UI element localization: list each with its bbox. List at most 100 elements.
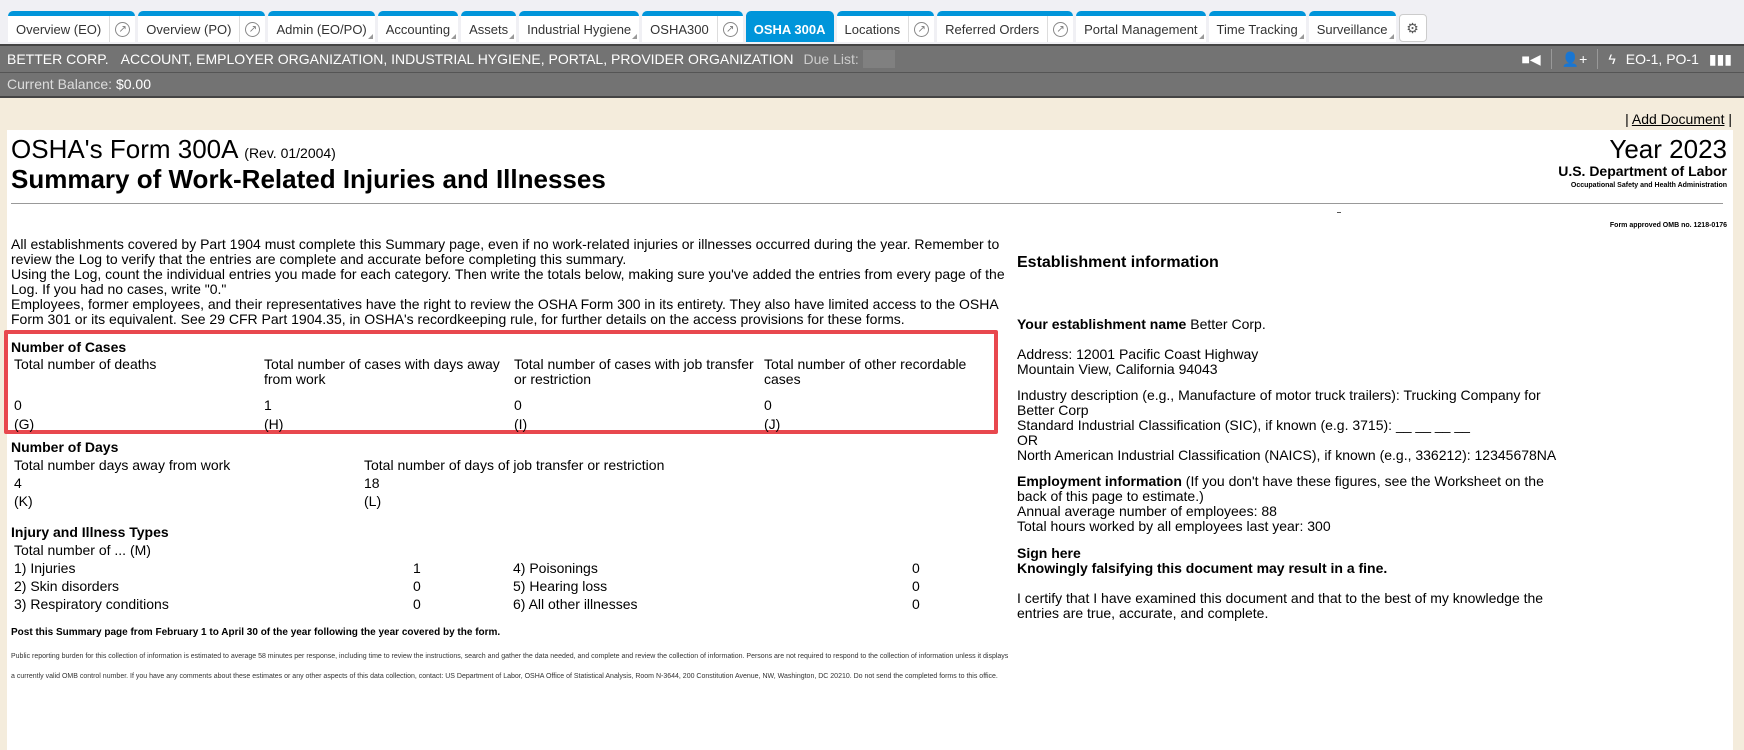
dash bbox=[1337, 212, 1341, 213]
tab-osha-300a[interactable]: OSHA 300A bbox=[745, 11, 834, 42]
omb-number: Form approved OMB no. 1218-0176 bbox=[1609, 222, 1727, 229]
org-ids[interactable]: EO-1, PO-1 bbox=[1625, 51, 1699, 67]
tab-bar: Overview (EO) ↗ Overview (PO) ↗ Admin (EO/PO… bbox=[0, 5, 1744, 44]
video-icon[interactable]: ■◀ bbox=[1521, 50, 1541, 67]
cases-value: 0 bbox=[14, 397, 22, 413]
tab-overview-eo-[interactable]: Overview (EO) ↗ bbox=[8, 11, 136, 42]
form-300a: OSHA's Form 300A (Rev. 01/2004) Summary … bbox=[4, 130, 1733, 750]
dropdown-caret-icon[interactable] bbox=[1298, 34, 1304, 39]
tab-admin-eo-po-[interactable]: Admin (EO/PO) bbox=[268, 11, 375, 42]
dropdown-caret-icon[interactable] bbox=[632, 34, 638, 39]
type-label: 6) All other illnesses bbox=[513, 596, 638, 612]
intro-p1: All establishments covered by Part 1904 … bbox=[11, 236, 1000, 267]
name-value: Better Corp. bbox=[1190, 316, 1266, 332]
cases-label: Total number of other recordable cases bbox=[764, 356, 967, 387]
type-label: 2) Skin disorders bbox=[14, 578, 120, 594]
avg-employees: Annual average number of employees: 88 bbox=[1017, 503, 1277, 519]
add-document-link[interactable]: Add Document bbox=[1631, 111, 1725, 127]
cases-code: (I) bbox=[514, 416, 528, 432]
balance-label: Current Balance: bbox=[7, 76, 113, 92]
settings-gears-icon[interactable]: ⚙ bbox=[1398, 14, 1427, 42]
intro-p3: Employees, former employees, and their r… bbox=[11, 296, 998, 327]
tab-time-tracking[interactable]: Time Tracking bbox=[1208, 11, 1306, 42]
balance-value: $0.00 bbox=[115, 76, 151, 92]
dropdown-caret-icon[interactable] bbox=[1198, 34, 1204, 39]
address-line1: Address: 12001 Pacific Coast Highway bbox=[1017, 346, 1259, 362]
tab-assets[interactable]: Assets bbox=[461, 11, 517, 42]
tab-accounting[interactable]: Accounting bbox=[377, 11, 459, 42]
dropdown-caret-icon[interactable] bbox=[1388, 34, 1394, 39]
tab-label: OSHA300 bbox=[650, 21, 709, 37]
tab-portal-management[interactable]: Portal Management bbox=[1076, 11, 1206, 42]
tab-label: Portal Management bbox=[1084, 21, 1198, 37]
naics: North American Industrial Classification… bbox=[1017, 447, 1557, 463]
open-external-icon[interactable]: ↗ bbox=[1047, 16, 1073, 42]
tab-referred-orders[interactable]: Referred Orders ↗ bbox=[937, 11, 1074, 42]
tab-osha300[interactable]: OSHA300 ↗ bbox=[642, 11, 743, 42]
industry-info: Industry description (e.g., Manufacture … bbox=[1017, 388, 1562, 463]
days-label: Total number days away from work bbox=[14, 457, 231, 473]
type-label: 3) Respiratory conditions bbox=[14, 596, 169, 612]
dropdown-caret-icon[interactable] bbox=[367, 34, 373, 39]
sign-section: Sign here Knowingly falsifying this docu… bbox=[1017, 546, 1562, 621]
type-value: 1 bbox=[413, 560, 421, 576]
tab-label: Overview (PO) bbox=[146, 21, 232, 37]
agency: Occupational Safety and Health Administr… bbox=[1570, 182, 1727, 189]
burden-statement: Public reporting burden for this collect… bbox=[11, 653, 1009, 680]
cases-value: 0 bbox=[514, 397, 522, 413]
cases-code: (H) bbox=[264, 416, 284, 432]
establishment-heading: Establishment information bbox=[1017, 254, 1219, 271]
tab-label: Accounting bbox=[385, 21, 451, 37]
days-label: Total number of days of job transfer or … bbox=[364, 457, 665, 473]
title-text: OSHA's Form 300A bbox=[11, 134, 238, 164]
open-external-icon[interactable]: ↗ bbox=[239, 16, 265, 42]
open-external-icon[interactable]: ↗ bbox=[716, 16, 743, 42]
fine-warning: Knowingly falsifying this document may r… bbox=[1017, 560, 1388, 576]
type-label: 4) Poisonings bbox=[513, 560, 598, 576]
sic: Standard Industrial Classification (SIC)… bbox=[1017, 417, 1470, 433]
establishment-name: Your establishment name Better Corp. bbox=[1017, 317, 1562, 332]
cases-label: Total number of cases with days away fro… bbox=[264, 356, 500, 387]
dropdown-caret-icon[interactable] bbox=[509, 34, 515, 39]
lightning-icon[interactable]: ϟ bbox=[1608, 51, 1616, 67]
type-value: 0 bbox=[912, 596, 920, 612]
days-value: 18 bbox=[364, 475, 380, 491]
form-year: Year 2023 bbox=[1609, 134, 1727, 164]
roles: ACCOUNT, EMPLOYER ORGANIZATION, INDUSTRI… bbox=[120, 51, 794, 67]
balance-bar: Current Balance: $0.00 bbox=[0, 73, 1744, 98]
days-code: (L) bbox=[364, 493, 382, 509]
cases-code: (J) bbox=[764, 416, 781, 432]
dropdown-caret-icon[interactable] bbox=[451, 34, 457, 39]
intro-p2: Using the Log, count the individual entr… bbox=[11, 266, 1005, 297]
type-label: 1) Injuries bbox=[14, 560, 76, 576]
open-external-icon[interactable]: ↗ bbox=[109, 16, 135, 42]
bar-chart-icon[interactable]: ▮▮▮ bbox=[1708, 50, 1732, 67]
tab-label: Surveillance bbox=[1316, 21, 1388, 37]
cases-value: 1 bbox=[264, 397, 272, 413]
revision: (Rev. 01/2004) bbox=[244, 145, 336, 161]
address-line2: Mountain View, California 94043 bbox=[1017, 361, 1218, 377]
cases-label: Total number of deaths bbox=[14, 356, 157, 372]
due-list-value[interactable] bbox=[862, 50, 895, 68]
tab-industrial-hygiene[interactable]: Industrial Hygiene bbox=[519, 11, 640, 42]
type-label: 5) Hearing loss bbox=[513, 578, 608, 594]
tab-label: Locations bbox=[844, 21, 901, 37]
employment-label: Employment information bbox=[1017, 473, 1182, 489]
sign-here: Sign here bbox=[1017, 545, 1081, 561]
employment-info: Employment information (If you don't hav… bbox=[1017, 474, 1562, 534]
address: Address: 12001 Pacific Coast Highway Moun… bbox=[1017, 347, 1562, 377]
tab-locations[interactable]: Locations ↗ bbox=[836, 11, 935, 42]
tab-overview-po-[interactable]: Overview (PO) ↗ bbox=[138, 11, 266, 42]
post-notice: Post this Summary page from February 1 t… bbox=[11, 627, 501, 638]
total-hours: Total hours worked by all employees last… bbox=[1017, 518, 1331, 534]
tab-label: Overview (EO) bbox=[16, 21, 102, 37]
days-code: (K) bbox=[14, 493, 33, 509]
employment-note: (If you don't have these figures, see th… bbox=[1017, 473, 1544, 504]
days-heading: Number of Days bbox=[11, 439, 119, 455]
add-document-links: | Add Document | bbox=[1625, 111, 1732, 127]
open-external-icon[interactable]: ↗ bbox=[908, 16, 934, 42]
add-user-icon[interactable]: 👤+ bbox=[1561, 50, 1588, 67]
due-list-label[interactable]: Due List: bbox=[803, 51, 859, 67]
tab-surveillance[interactable]: Surveillance bbox=[1308, 11, 1396, 42]
account-header: BETTER CORP. ACCOUNT, EMPLOYER ORGANIZAT… bbox=[0, 44, 1744, 73]
